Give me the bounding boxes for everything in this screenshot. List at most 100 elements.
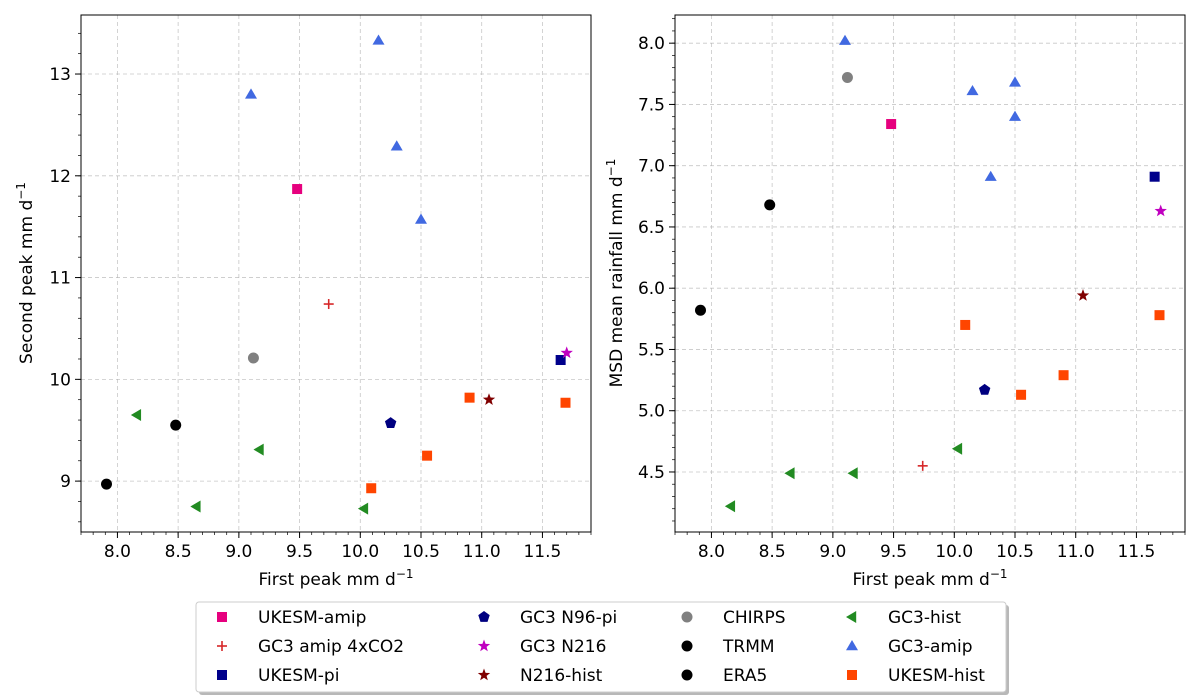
point-gc3-hist	[724, 500, 736, 513]
point-n216-hist	[1076, 289, 1090, 301]
legend-marker-gc3-amip-4xco2	[217, 641, 227, 651]
point-ukesm-hist	[1058, 370, 1069, 381]
x-axis-label-exponent: −1	[990, 567, 1008, 581]
point-gc3-amip	[966, 84, 979, 96]
y-axis-label-text: MSD mean rainfall mm d	[607, 176, 627, 387]
left-scatter-panel: 8.0 8.5 9.0 9.5 10.0 10.5 11.0 11.5 9 10 11 12 13 Fir…	[14, 14, 592, 590]
legend-marker-ukesm-amip	[217, 612, 227, 622]
y-axis-label-text: Second peak mm d	[17, 200, 37, 364]
y-axis-label-exponent: −1	[14, 182, 28, 200]
point-gc3-n216	[1154, 204, 1167, 217]
y-axis-label-exponent: −1	[604, 159, 618, 177]
grid	[81, 15, 591, 532]
y-tick-label: 13	[49, 65, 71, 85]
point-gc3-amip	[1009, 76, 1021, 87]
legend-marker-gc3-hist	[846, 611, 857, 623]
point-gc3-amip	[415, 213, 427, 224]
point-gc3-amip	[839, 34, 851, 45]
legend-label-chirps: CHIRPS	[723, 608, 786, 628]
legend-label-gc3-n96-pi: GC3 N96-pi	[520, 608, 617, 628]
point-trmm	[170, 419, 182, 431]
x-tick-label: 10.0	[935, 542, 973, 562]
y-tick-label: 8.0	[638, 34, 665, 54]
legend-marker-gc3-n96-pi	[478, 611, 490, 622]
x-tick-label: 8.5	[165, 542, 192, 562]
point-ukesm-hist	[422, 450, 433, 461]
x-tick-label: 9.0	[225, 542, 252, 562]
right-scatter-panel: 8.0 8.5 9.0 9.5 10.0 10.5 11.0 11.5 4.5 5.0 5.5 6.0…	[604, 14, 1186, 590]
point-ukesm-pi	[1149, 171, 1160, 182]
point-gc3-amip	[984, 170, 997, 181]
x-tick-label: 9.5	[286, 542, 313, 562]
point-era5	[695, 304, 706, 316]
point-gc3-amip	[245, 88, 257, 99]
plot-frame	[80, 14, 592, 533]
point-n216-hist	[482, 393, 496, 405]
legend: UKESM-amip GC3 amip 4xCO2 UKESM-pi GC3 N96-…	[195, 601, 1009, 695]
x-tick-label: 11.0	[1057, 542, 1095, 562]
x-tick-label: 8.0	[698, 542, 725, 562]
point-gc3-hist	[357, 502, 369, 515]
legend-marker-ukesm-hist	[847, 670, 857, 680]
legend-label-ukesm-pi: UKESM-pi	[258, 666, 339, 686]
minor-ticks	[78, 32, 592, 535]
y-axis-label: Second peak mm d−1	[14, 182, 37, 364]
y-tick-label: 7.5	[638, 95, 665, 115]
point-gc3-n96-pi	[978, 383, 991, 395]
point-ukesm-pi	[555, 355, 566, 366]
point-gc3-amip	[390, 140, 403, 151]
legend-label-gc3-n216: GC3 N216	[520, 637, 606, 657]
minor-ticks	[672, 18, 1186, 535]
x-axis-label-text: First peak mm d	[852, 570, 989, 590]
point-era5	[101, 478, 112, 490]
legend-marker-trmm	[681, 640, 693, 652]
point-trmm	[764, 199, 776, 211]
legend-label-gc3-amip: GC3-amip	[888, 637, 973, 657]
point-ukesm-hist	[960, 319, 971, 330]
point-gc3-amip-4xco2	[323, 299, 334, 310]
x-tick-label: 11.5	[1117, 542, 1155, 562]
legend-label-gc3-hist: GC3-hist	[888, 608, 961, 628]
point-ukesm-hist	[560, 397, 571, 408]
x-tick-label: 10.0	[341, 542, 379, 562]
y-tick-label: 4.5	[638, 463, 665, 483]
plot-frame	[674, 14, 1186, 533]
x-tick-label: 11.0	[463, 542, 501, 562]
y-tick-label: 6.0	[638, 279, 665, 299]
x-tick-label: 9.5	[880, 542, 907, 562]
point-ukesm-hist	[1154, 310, 1165, 321]
point-ukesm-hist	[464, 392, 475, 403]
x-tick-label: 10.5	[402, 542, 440, 562]
y-tick-label: 7.0	[638, 157, 665, 177]
tick-labels: 8.0 8.5 9.0 9.5 10.0 10.5 11.0 11.5 4.5 5.0 5.5 6.0…	[638, 34, 1155, 562]
y-tick-label: 5.5	[638, 340, 665, 360]
point-gc3-hist	[784, 467, 795, 480]
point-gc3-hist	[951, 442, 963, 455]
point-ukesm-hist	[366, 483, 377, 494]
y-tick-label: 5.0	[638, 402, 665, 422]
point-chirps	[247, 352, 259, 364]
legend-label-ukesm-amip: UKESM-amip	[258, 608, 366, 628]
x-axis-label: First peak mm d−1	[258, 567, 413, 590]
y-tick-label: 6.5	[638, 218, 665, 238]
legend-label-gc3-amip-4xco2: GC3 amip 4xCO2	[258, 637, 404, 657]
point-gc3-hist	[130, 408, 142, 421]
legend-label-trmm: TRMM	[722, 637, 775, 657]
legend-marker-gc3-n216	[477, 639, 491, 652]
legend-marker-gc3-amip	[846, 640, 858, 651]
x-tick-label: 11.5	[523, 542, 561, 562]
legend-box	[195, 601, 1007, 693]
x-axis-label: First peak mm d−1	[852, 567, 1007, 590]
x-tick-label: 10.5	[996, 542, 1034, 562]
x-tick-label: 9.0	[819, 542, 846, 562]
point-ukesm-amip	[292, 184, 303, 195]
point-gc3-amip	[372, 34, 385, 45]
x-tick-label: 8.0	[104, 542, 131, 562]
legend-label-ukesm-hist: UKESM-hist	[888, 666, 985, 686]
point-gc3-n96-pi	[384, 417, 397, 428]
point-gc3-amip-4xco2	[917, 460, 928, 471]
x-axis-label-text: First peak mm d	[258, 570, 395, 590]
legend-label-era5: ERA5	[723, 666, 767, 686]
data-points	[101, 34, 573, 515]
